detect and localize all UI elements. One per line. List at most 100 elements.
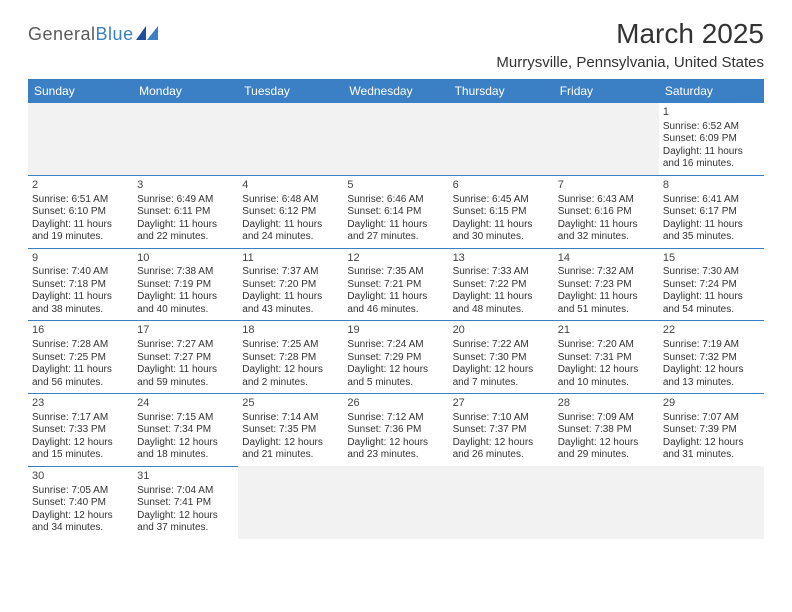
calendar-day: 8Sunrise: 6:41 AMSunset: 6:17 PMDaylight…	[659, 175, 764, 248]
calendar-empty-cell	[133, 103, 238, 175]
sunset-text: Sunset: 6:17 PM	[663, 206, 760, 219]
sunrise-text: Sunrise: 6:43 AM	[558, 194, 655, 207]
sunrise-text: Sunrise: 7:28 AM	[32, 339, 129, 352]
day-number: 5	[347, 179, 444, 193]
sunrise-text: Sunrise: 7:33 AM	[453, 266, 550, 279]
calendar-body: 1Sunrise: 6:52 AMSunset: 6:09 PMDaylight…	[28, 103, 764, 539]
sunset-text: Sunset: 7:28 PM	[242, 352, 339, 365]
day-number: 9	[32, 252, 129, 266]
brand-name-b: Blue	[96, 24, 134, 44]
brand-name: GeneralBlue	[28, 24, 134, 45]
day-number: 2	[32, 179, 129, 193]
location-subtitle: Murrysville, Pennsylvania, United States	[496, 54, 764, 71]
sunrise-text: Sunrise: 7:37 AM	[242, 266, 339, 279]
calendar-day: 25Sunrise: 7:14 AMSunset: 7:35 PMDayligh…	[238, 393, 343, 466]
calendar-week: 2Sunrise: 6:51 AMSunset: 6:10 PM Daylight…	[28, 175, 764, 248]
calendar-day: 31Sunrise: 7:04 AMSunset: 7:41 PMDayligh…	[133, 466, 238, 539]
sunset-text: Sunset: 7:21 PM	[347, 279, 444, 292]
day-number: 10	[137, 252, 234, 266]
page-root: GeneralBlue March 2025 Murrysville, Penn…	[0, 0, 792, 612]
day-number: 20	[453, 324, 550, 338]
calendar-week: 9Sunrise: 7:40 AMSunset: 7:18 PMDaylight…	[28, 248, 764, 321]
day-number: 15	[663, 252, 760, 266]
calendar-day: 18Sunrise: 7:25 AMSunset: 7:28 PMDayligh…	[238, 320, 343, 393]
sunrise-text: Sunrise: 7:15 AM	[137, 412, 234, 425]
calendar-empty-cell	[554, 103, 659, 175]
calendar-week: 30Sunrise: 7:05 AMSunset: 7:40 PMDayligh…	[28, 466, 764, 539]
sunrise-text: Sunrise: 6:41 AM	[663, 194, 760, 207]
daylight-text: Daylight: 11 hours and 38 minutes.	[32, 291, 129, 316]
calendar-day: 7Sunrise: 6:43 AMSunset: 6:16 PMDaylight…	[554, 175, 659, 248]
calendar-day: 5Sunrise: 6:46 AMSunset: 6:14 PMDaylight…	[343, 175, 448, 248]
weekday-label: Friday	[554, 79, 659, 103]
sunset-text: Sunset: 7:18 PM	[32, 279, 129, 292]
daylight-text: Daylight: 11 hours and 16 minutes.	[663, 146, 760, 171]
calendar-day: 24Sunrise: 7:15 AMSunset: 7:34 PMDayligh…	[133, 393, 238, 466]
daylight-text: Daylight: 11 hours and 40 minutes.	[137, 291, 234, 316]
sunrise-text: Sunrise: 7:10 AM	[453, 412, 550, 425]
sunrise-text: Sunrise: 6:48 AM	[242, 194, 339, 207]
daylight-text: Daylight: 12 hours and 7 minutes.	[453, 364, 550, 389]
sunrise-text: Sunrise: 6:49 AM	[137, 194, 234, 207]
brand-logo: GeneralBlue	[28, 18, 158, 45]
day-number: 16	[32, 324, 129, 338]
daylight-text: Daylight: 11 hours and 54 minutes.	[663, 291, 760, 316]
calendar-day: 13Sunrise: 7:33 AMSunset: 7:22 PMDayligh…	[449, 248, 554, 321]
daylight-text: Daylight: 12 hours and 10 minutes.	[558, 364, 655, 389]
calendar-empty-cell	[28, 103, 133, 175]
calendar-day: 22Sunrise: 7:19 AMSunset: 7:32 PMDayligh…	[659, 320, 764, 393]
sunrise-text: Sunrise: 7:22 AM	[453, 339, 550, 352]
calendar-day: 29Sunrise: 7:07 AMSunset: 7:39 PMDayligh…	[659, 393, 764, 466]
sunset-text: Sunset: 7:40 PM	[32, 497, 129, 510]
sunset-text: Sunset: 7:23 PM	[558, 279, 655, 292]
sunset-text: Sunset: 6:12 PM	[242, 206, 339, 219]
calendar-day: 27Sunrise: 7:10 AMSunset: 7:37 PMDayligh…	[449, 393, 554, 466]
daylight-text: Daylight: 12 hours and 34 minutes.	[32, 510, 129, 535]
day-number: 29	[663, 397, 760, 411]
calendar-day: 2Sunrise: 6:51 AMSunset: 6:10 PMDaylight…	[28, 175, 133, 248]
sunrise-text: Sunrise: 6:51 AM	[32, 194, 129, 207]
sunset-text: Sunset: 6:16 PM	[558, 206, 655, 219]
daylight-text: Daylight: 12 hours and 5 minutes.	[347, 364, 444, 389]
sunrise-text: Sunrise: 7:35 AM	[347, 266, 444, 279]
day-number: 1	[663, 106, 760, 120]
calendar-week: 23Sunrise: 7:17 AMSunset: 7:33 PMDayligh…	[28, 393, 764, 466]
sunset-text: Sunset: 6:09 PM	[663, 133, 760, 146]
sunset-text: Sunset: 7:27 PM	[137, 352, 234, 365]
daylight-text: Daylight: 11 hours and 22 minutes.	[137, 219, 234, 244]
calendar-day: 21Sunrise: 7:20 AMSunset: 7:31 PMDayligh…	[554, 320, 659, 393]
daylight-text: Daylight: 12 hours and 37 minutes.	[137, 510, 234, 535]
sunset-text: Sunset: 7:29 PM	[347, 352, 444, 365]
day-number: 26	[347, 397, 444, 411]
header: GeneralBlue March 2025 Murrysville, Penn…	[28, 18, 764, 71]
day-number: 27	[453, 397, 550, 411]
daylight-text: Daylight: 11 hours and 59 minutes.	[137, 364, 234, 389]
day-number: 28	[558, 397, 655, 411]
calendar-day: 4Sunrise: 6:48 AMSunset: 6:12 PMDaylight…	[238, 175, 343, 248]
daylight-text: Daylight: 11 hours and 32 minutes.	[558, 219, 655, 244]
day-number: 4	[242, 179, 339, 193]
calendar-day: 28Sunrise: 7:09 AMSunset: 7:38 PMDayligh…	[554, 393, 659, 466]
calendar-day: 6Sunrise: 6:45 AMSunset: 6:15 PMDaylight…	[449, 175, 554, 248]
sunrise-text: Sunrise: 7:32 AM	[558, 266, 655, 279]
sunrise-text: Sunrise: 7:25 AM	[242, 339, 339, 352]
daylight-text: Daylight: 12 hours and 18 minutes.	[137, 437, 234, 462]
daylight-text: Daylight: 11 hours and 30 minutes.	[453, 219, 550, 244]
sunrise-text: Sunrise: 6:45 AM	[453, 194, 550, 207]
sunset-text: Sunset: 6:15 PM	[453, 206, 550, 219]
sunset-text: Sunset: 6:10 PM	[32, 206, 129, 219]
sunset-text: Sunset: 7:22 PM	[453, 279, 550, 292]
daylight-text: Daylight: 11 hours and 48 minutes.	[453, 291, 550, 316]
calendar-empty-cell	[343, 103, 448, 175]
sunrise-text: Sunrise: 7:04 AM	[137, 485, 234, 498]
weekday-label: Tuesday	[238, 79, 343, 103]
daylight-text: Daylight: 11 hours and 46 minutes.	[347, 291, 444, 316]
sunrise-text: Sunrise: 7:24 AM	[347, 339, 444, 352]
sunset-text: Sunset: 7:32 PM	[663, 352, 760, 365]
calendar-day: 15Sunrise: 7:30 AMSunset: 7:24 PMDayligh…	[659, 248, 764, 321]
weekday-label: Monday	[133, 79, 238, 103]
sunrise-text: Sunrise: 6:46 AM	[347, 194, 444, 207]
day-number: 3	[137, 179, 234, 193]
calendar-day: 20Sunrise: 7:22 AMSunset: 7:30 PMDayligh…	[449, 320, 554, 393]
calendar-week: 1Sunrise: 6:52 AMSunset: 6:09 PMDaylight…	[28, 103, 764, 175]
